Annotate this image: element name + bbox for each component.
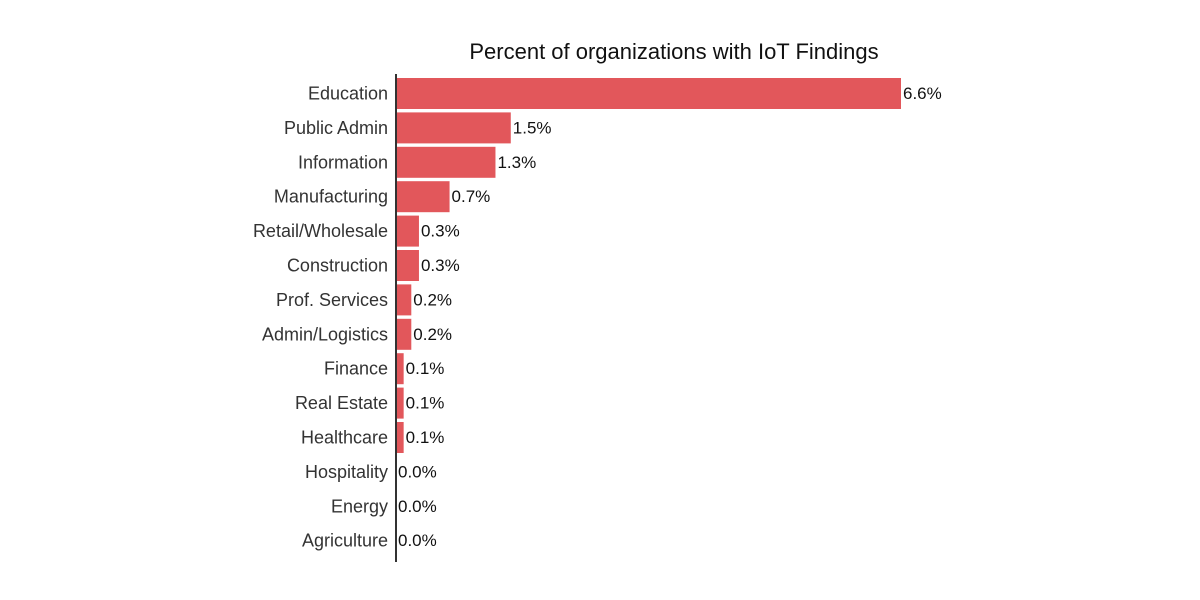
category-label: Information xyxy=(298,152,388,172)
category-label: Real Estate xyxy=(295,393,388,413)
value-label: 0.2% xyxy=(413,290,452,309)
value-labels-group: 6.6% 1.5% 1.3% 0.7% 0.3% 0.3% 0.2% 0.2% 0.1% 0.1%… xyxy=(398,84,942,550)
category-label: Healthcare xyxy=(301,428,388,448)
category-label: Admin/Logistics xyxy=(262,324,388,344)
category-label: Manufacturing xyxy=(274,187,388,207)
category-label: Education xyxy=(308,84,388,104)
value-label: 6.6% xyxy=(903,84,942,103)
bar-5 xyxy=(396,250,419,281)
bars-group xyxy=(396,78,901,453)
value-label: 0.7% xyxy=(452,187,491,206)
value-label: 0.0% xyxy=(398,462,437,481)
value-label: 0.3% xyxy=(421,256,460,275)
value-label: 1.3% xyxy=(497,153,536,172)
bar-6 xyxy=(396,284,412,316)
value-label: 0.1% xyxy=(406,428,445,447)
category-label: Retail/Wholesale xyxy=(253,221,388,241)
chart-title: Percent of organizations with IoT Findin… xyxy=(469,39,878,64)
category-label: Finance xyxy=(324,359,388,379)
bar-0 xyxy=(396,78,901,109)
value-label: 0.1% xyxy=(406,359,445,378)
category-label: Public Admin xyxy=(284,118,388,138)
category-label: Construction xyxy=(287,256,388,276)
value-label: 0.0% xyxy=(398,531,437,550)
value-label: 0.1% xyxy=(406,394,445,413)
bar-2 xyxy=(396,146,496,178)
bar-9 xyxy=(396,387,404,419)
value-label: 0.3% xyxy=(421,222,460,241)
value-label: 0.0% xyxy=(398,497,437,516)
bar-4 xyxy=(396,215,419,247)
category-label: Energy xyxy=(331,496,388,516)
bar-7 xyxy=(396,318,412,350)
category-label: Agriculture xyxy=(302,531,388,551)
bar-10 xyxy=(396,422,404,453)
bar-3 xyxy=(396,181,450,213)
bar-8 xyxy=(396,353,404,385)
category-label: Prof. Services xyxy=(276,290,388,310)
value-label: 0.2% xyxy=(413,325,452,344)
category-labels-group: Education Public Admin Information Manufact… xyxy=(253,84,388,551)
category-label: Hospitality xyxy=(305,462,388,482)
bar-1 xyxy=(396,112,511,144)
value-label: 1.5% xyxy=(513,118,552,137)
